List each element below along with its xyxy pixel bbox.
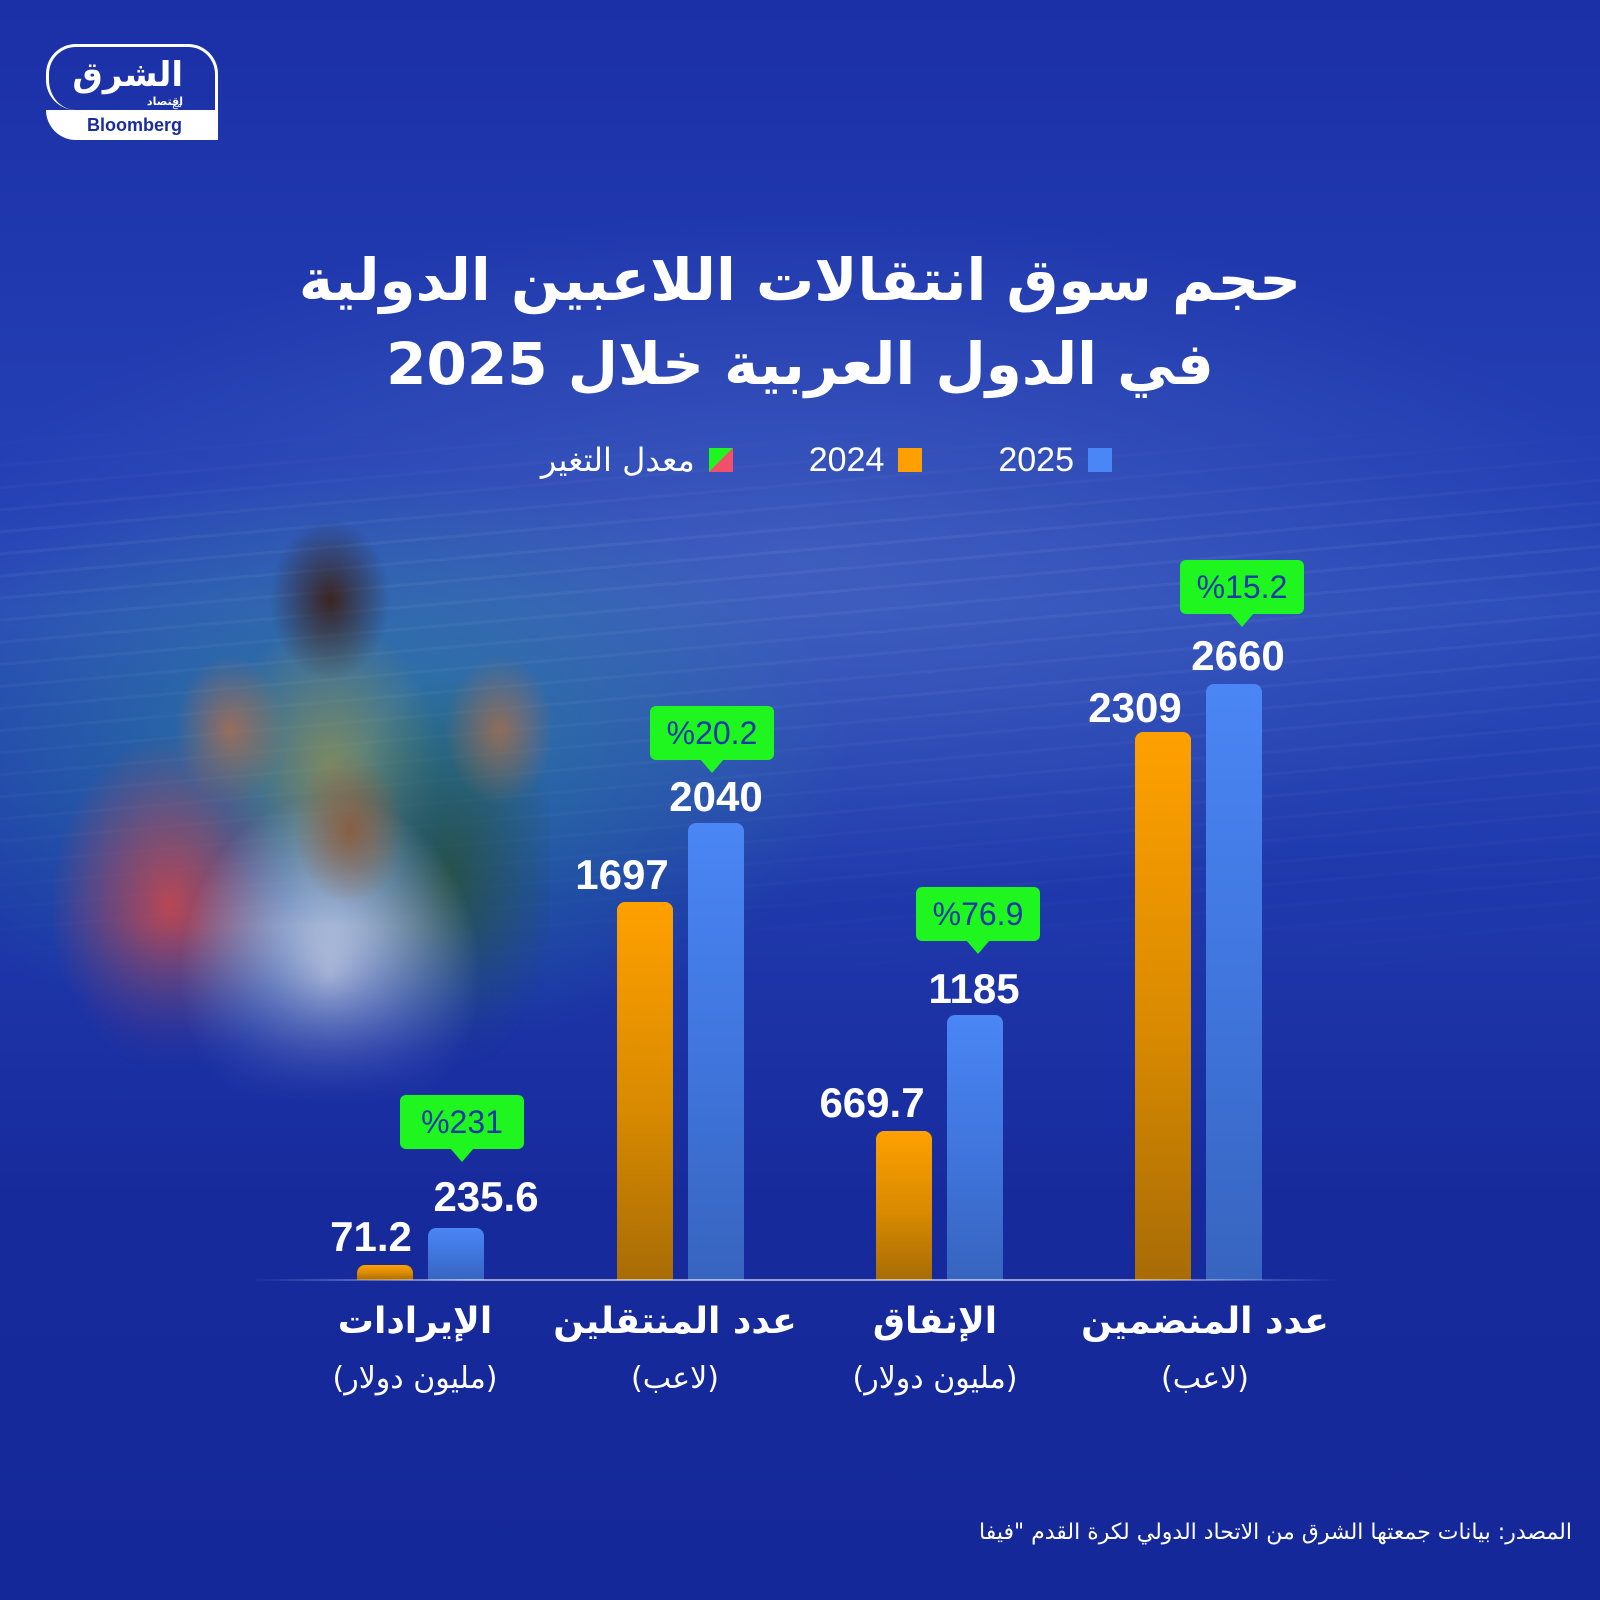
logo-partner-band: مع Bloomberg: [46, 100, 218, 140]
category-unit: (لاعب): [1161, 1361, 1249, 1396]
title-line-2: في الدول العربية خلال 2025: [386, 330, 1214, 398]
legend-label-2024: 2024: [808, 440, 885, 479]
category-name: عدد المنتقلين: [553, 1301, 797, 1342]
category-unit: (مليون دولار): [332, 1361, 498, 1396]
x-axis-baseline: [250, 1279, 1340, 1281]
bar-2025-revenue: [428, 1228, 484, 1280]
bar-2024-departed: [617, 902, 673, 1280]
category-unit: (مليون دولار): [852, 1361, 1018, 1396]
title-line-1: حجم سوق انتقالات اللاعبين الدولية: [298, 246, 1302, 314]
bar-2025-departed: [688, 823, 744, 1280]
category-unit: (لاعب): [631, 1361, 719, 1396]
category-label-departed: عدد المنتقلين (لاعب): [553, 1298, 796, 1402]
asharq-bloomberg-logo: الشرق اقتصاد مع Bloomberg: [46, 44, 220, 140]
category-label-spending: الإنفاق (مليون دولار): [853, 1298, 1018, 1402]
legend-label-change: معدل التغير: [540, 441, 695, 479]
logo-partner: Bloomberg: [86, 115, 182, 135]
legend-swatch-2024: [898, 448, 923, 472]
chart-title: حجم سوق انتقالات اللاعبين الدولية في الد…: [0, 238, 1600, 406]
value-2024-revenue: 71.2: [330, 1213, 412, 1260]
bar-2024-revenue: [357, 1265, 413, 1280]
value-2025-revenue: 235.6: [433, 1173, 539, 1220]
legend: 2025 2024 معدل التغير: [541, 440, 1112, 480]
category-label-joined: عدد المنضمين (لاعب): [1081, 1298, 1329, 1402]
bar-2025-spending: [947, 1015, 1003, 1280]
legend-item-2024: 2024: [809, 441, 923, 480]
value-2024-joined: 2309: [1088, 684, 1182, 731]
value-2025-spending: 1185: [928, 965, 1020, 1012]
value-2025-joined: 2660: [1191, 632, 1285, 679]
value-2025-departed: 2040: [669, 773, 763, 820]
source-note: المصدر: بيانات جمعتها الشرق من الاتحاد ا…: [979, 1520, 1572, 1545]
bar-2024-spending: [876, 1131, 932, 1280]
legend-label-2025: 2025: [998, 440, 1074, 479]
bar-2025-joined: [1206, 684, 1262, 1280]
logo-with-label: مع: [172, 100, 182, 110]
legend-item-2025: 2025: [998, 441, 1112, 480]
logo-arabic-name: الشرق: [72, 55, 183, 95]
logo-frame: الشرق اقتصاد: [46, 44, 218, 110]
value-2024-departed: 1697: [575, 851, 669, 898]
change-badge-joined: %15.2: [1180, 560, 1304, 614]
legend-swatch-change: [708, 448, 733, 472]
category-name: الإنفاق: [872, 1301, 998, 1342]
bar-2024-joined: [1135, 732, 1191, 1280]
category-label-revenue: الإيرادات (مليون دولار): [333, 1298, 498, 1402]
legend-item-change: معدل التغير: [541, 441, 733, 479]
category-name: عدد المنضمين: [1081, 1301, 1329, 1342]
change-badge-departed: %20.2: [650, 706, 774, 760]
change-badge-spending: %76.9: [916, 887, 1040, 941]
logo-arabic-sub: اقتصاد: [146, 95, 183, 108]
change-badge-revenue: %231: [400, 1095, 524, 1149]
value-2024-spending: 669.7: [819, 1079, 925, 1126]
category-name: الإيرادات: [337, 1301, 493, 1342]
players-photo: [30, 505, 550, 1105]
legend-swatch-2025: [1088, 448, 1112, 472]
